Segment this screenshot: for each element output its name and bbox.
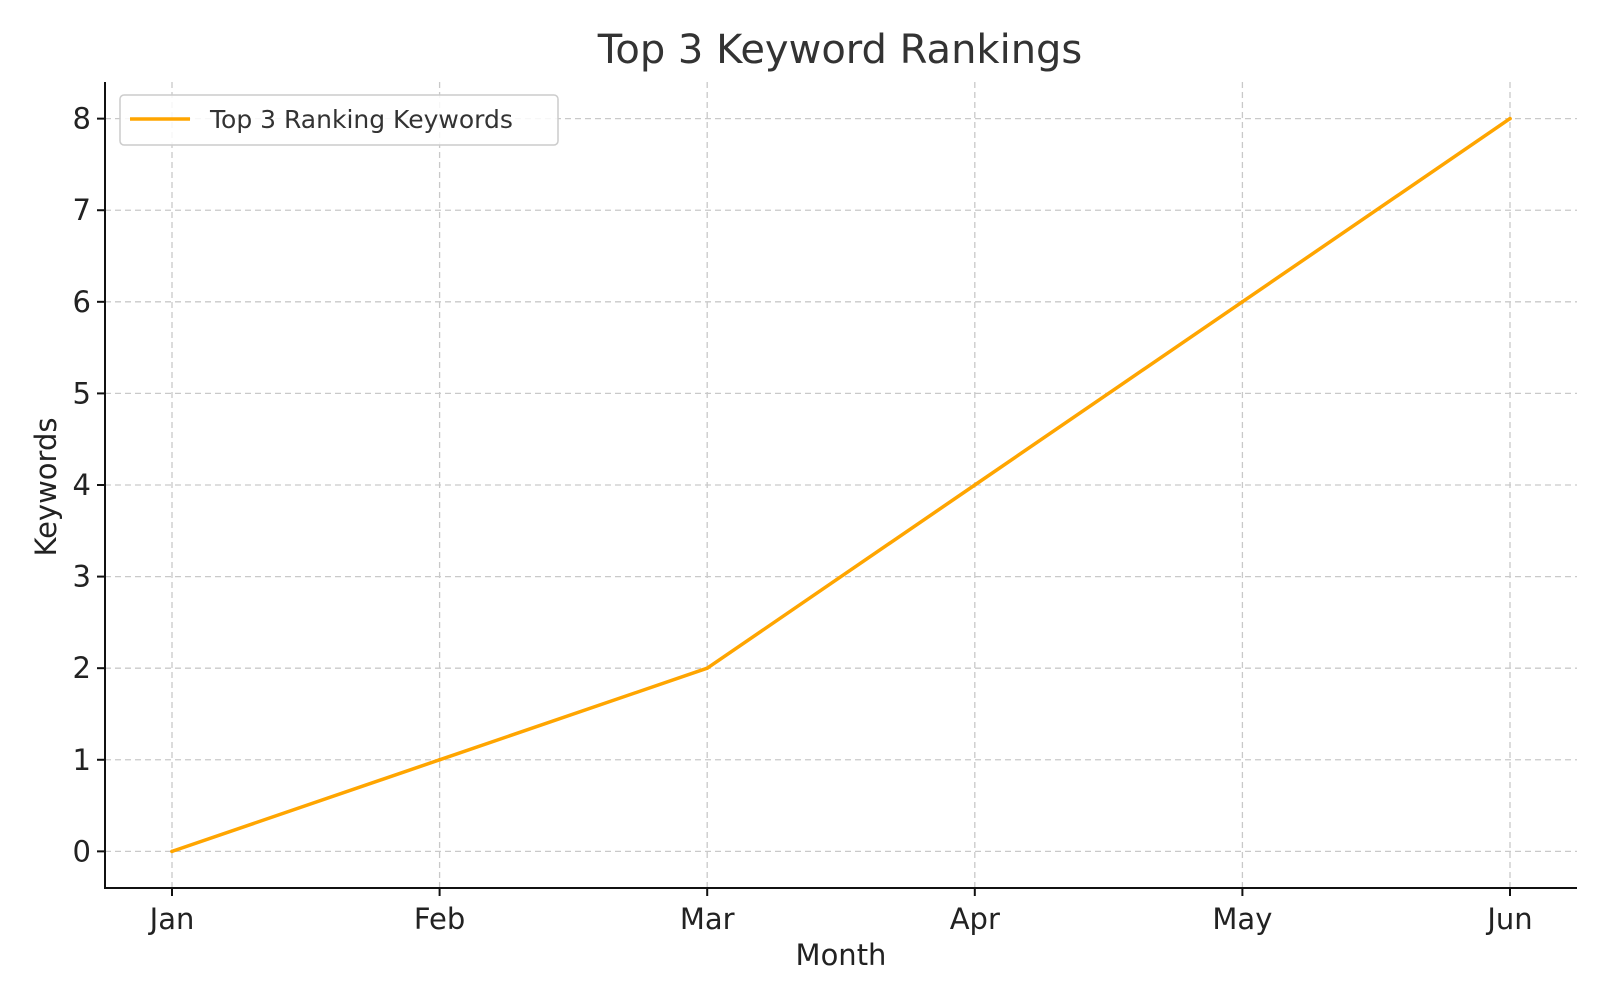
data-point [170,849,174,854]
data-point [705,666,709,670]
y-tick-label: 5 [73,376,91,410]
data-point [973,483,977,487]
legend: Top 3 Ranking Keywords [119,94,559,146]
data-point [1508,116,1512,121]
series-line [170,116,1512,854]
data-point [1240,300,1245,304]
x-tick-label: Jun [1485,902,1532,936]
x-tick-label: May [1212,902,1272,936]
data-point [437,757,442,762]
y-tick-label: 3 [73,560,91,594]
grid-lines [105,82,1577,888]
legend-box [119,94,559,146]
y-axis-ticks: 0 1 2 3 4 5 6 7 8 [73,102,105,868]
x-tick-label: Apr [950,902,1000,936]
y-tick-label: 1 [73,743,91,777]
y-tick-label: 0 [73,834,91,868]
y-tick-label: 7 [73,193,91,227]
y-axis-label: Keywords [29,418,63,557]
series-layer [170,116,1512,854]
legend-label: Top 3 Ranking Keywords [209,105,513,134]
y-tick-label: 2 [73,651,91,685]
axes [104,82,1577,889]
x-axis-ticks: Jan Feb Mar Apr May Jun [148,888,1533,936]
chart-title: Top 3 Keyword Rankings [597,27,1083,73]
x-tick-label: Jan [148,902,195,936]
x-axis-label: Month [796,938,887,972]
y-tick-label: 4 [73,468,91,502]
x-tick-label: Feb [414,902,465,936]
axis-spines [104,82,1577,889]
y-tick-label: 6 [73,285,91,319]
x-tick-label: Mar [680,902,735,936]
y-tick-label: 8 [73,102,91,136]
